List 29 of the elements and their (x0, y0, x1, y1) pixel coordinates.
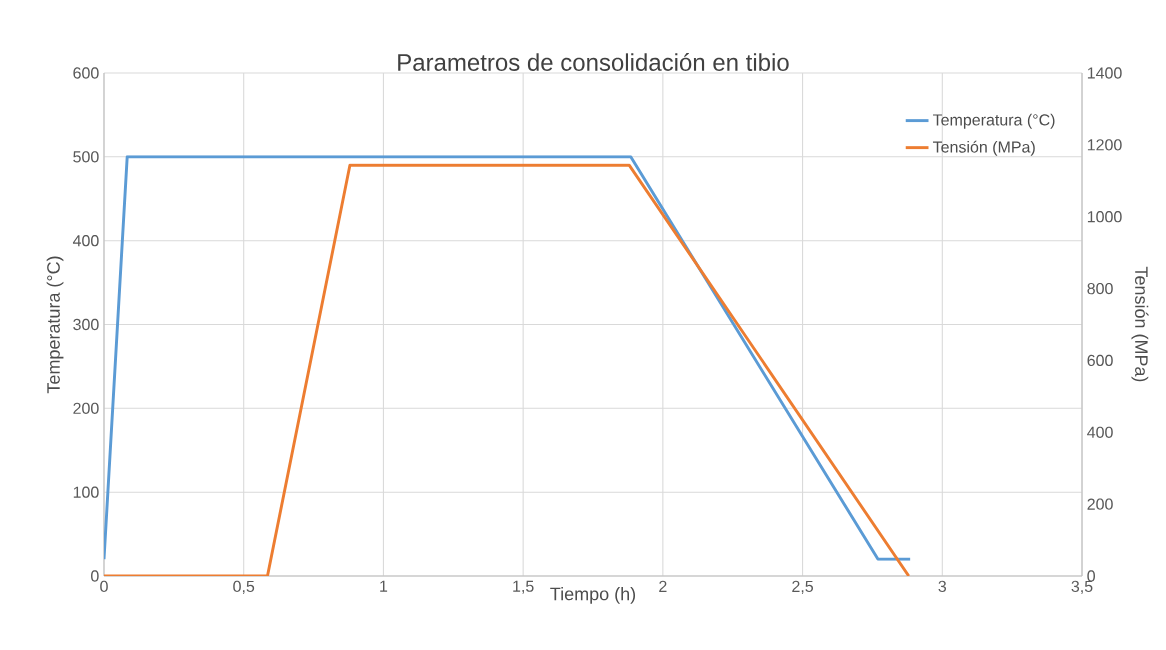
y-axis-title: Temperatura (°C) (46, 256, 64, 394)
x-axis-title: Tiempo (h) (550, 587, 636, 604)
legend-label: Temperatura (°C) (932, 113, 1055, 129)
legend-label: Tensión (MPa) (932, 140, 1035, 156)
x-tick-label: 2,5 (792, 580, 814, 594)
y-tick-label: 300 (73, 318, 99, 331)
y2-tick-label: 1200 (1087, 139, 1122, 151)
x-tick-label: 3,5 (1071, 580, 1093, 594)
y2-axis-title: Tensión (MPa) (1131, 266, 1149, 382)
y-tick-label: 600 (73, 67, 99, 79)
y2-tick-label: 600 (1087, 354, 1113, 367)
x-tick-label: 0,5 (233, 580, 255, 594)
y-tick-label: 400 (72, 235, 99, 247)
y2-tick-label: 400 (1087, 426, 1113, 438)
y2-tick-label: 1400 (1087, 67, 1122, 79)
y2-tick-label: 0 (1087, 570, 1095, 582)
y-tick-label: 100 (73, 486, 99, 498)
x-tick-label: 1,5 (513, 580, 534, 594)
y-tick-label: 500 (73, 151, 99, 163)
chart-title: Parametros de consolidación en tibio (398, 53, 789, 71)
y2-tick-label: 200 (1087, 498, 1113, 510)
y-tick-label: 0 (91, 570, 99, 582)
y-tick-label: 200 (73, 402, 99, 414)
x-tick-label: 2 (659, 580, 667, 592)
x-tick-label: 1 (380, 580, 388, 592)
x-tick-label: 3 (938, 580, 947, 593)
y2-tick-label: 1000 (1087, 211, 1122, 223)
y2-tick-label: 800 (1087, 282, 1113, 295)
x-tick-label: 0 (100, 580, 108, 593)
